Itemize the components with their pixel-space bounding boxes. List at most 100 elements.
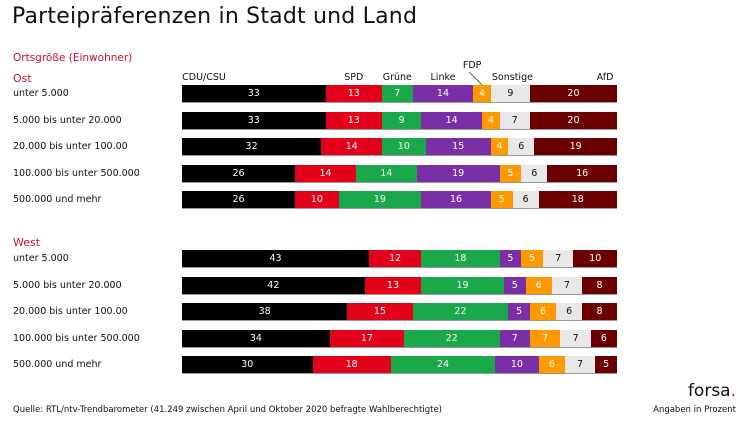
bar-segment-cdu-csu: 34 [182,329,330,347]
bar-segment-cdu-csu: 38 [182,303,348,320]
legend-label-fdp: FDP [462,60,482,71]
bar-segment-linke: 15 [425,138,491,155]
bar-segment-fdp: 5 [499,164,522,182]
stacked-bar: 26 14 14 19 5 6 16 [182,164,617,182]
bar-segment-spd: 15 [347,303,413,320]
legend-label-grüne: Grüne [382,72,412,83]
bar-segment-cdu-csu: 26 [182,164,296,182]
bar-segment-afd: 19 [534,138,617,155]
legend-label-cdu-csu: CDU/CSU [182,72,226,83]
bar-segment-sonstige: 7 [499,111,530,129]
bar-segment-linke: 16 [421,191,491,208]
stacked-bar: 38 15 22 5 6 6 8 [182,303,617,320]
forsa-logo: forsa. [688,381,736,401]
category-label: 500.000 und mehr [13,194,102,205]
bar-segment-grüne: 22 [412,303,509,320]
stacked-bar: 34 17 22 7 7 7 6 [182,329,617,347]
stacked-bar: 30 18 24 10 6 7 5 [182,356,617,373]
bar-segment-sonstige: 6 [508,138,535,155]
category-label: 5.000 bis unter 20.000 [13,279,122,291]
bar-segment-cdu-csu: 33 [182,85,326,102]
stacked-bar: 43 12 18 5 5 7 10 [182,250,617,267]
category-label: 100.000 bis unter 500.000 [13,332,140,344]
bar-segment-grüne: 19 [338,191,422,208]
legend-label-sonstige: Sonstige [491,72,533,83]
bar-segment-grüne: 19 [421,276,504,294]
legend-label-afd: AfD [596,72,614,83]
bar-segment-grüne: 18 [421,250,500,267]
bar-segment-linke: 19 [416,164,500,182]
bar-segment-linke: 10 [495,356,539,373]
bar-segment-sonstige: 6 [556,303,583,320]
bar-segment-cdu-csu: 33 [182,111,326,129]
bar-segment-grüne: 10 [382,138,426,155]
bar-segment-sonstige: 7 [560,329,591,347]
bar-segment-afd: 8 [582,303,617,320]
bar-segment-spd: 12 [369,250,422,267]
group-label-west: West [13,236,41,249]
bar-segment-linke: 14 [421,111,483,129]
category-label: 20.000 bis unter 100.00 [13,141,128,152]
stacked-bar: 26 10 19 16 5 6 18 [182,191,617,208]
category-label: unter 5.000 [13,253,69,264]
bar-segment-afd: 5 [595,356,617,373]
category-label: 20.000 bis unter 100.00 [13,306,128,317]
bar-segment-grüne: 9 [382,111,422,129]
y-axis-heading: Ortsgröße (Einwohner) [13,52,133,64]
bar-segment-afd: 16 [547,164,617,182]
bar-segment-spd: 10 [295,191,339,208]
source-note: Quelle: RTL/ntv-Trendbarometer (41.249 z… [13,405,442,415]
bar-segment-fdp: 6 [529,303,557,320]
bar-segment-fdp: 5 [490,191,513,208]
logo-dot: . [730,381,736,401]
bar-segment-afd: 10 [573,250,617,267]
group-label-ost: Ost [13,72,32,85]
bar-segment-afd: 20 [529,85,617,102]
category-label: 500.000 und mehr [13,359,102,370]
chart-title: Parteipräferenzen in Stadt und Land [12,4,418,29]
bar-segment-fdp: 5 [521,250,544,267]
bar-segment-fdp: 4 [473,85,491,102]
bar-segment-cdu-csu: 32 [182,138,322,155]
category-label: unter 5.000 [13,88,69,99]
bar-segment-spd: 14 [295,164,356,182]
category-label: 5.000 bis unter 20.000 [13,114,122,126]
legend-label-linke: Linke [430,72,456,83]
bar-segment-grüne: 7 [382,85,413,102]
category-label: 100.000 bis unter 500.000 [13,167,140,179]
bar-segment-fdp: 4 [490,138,509,155]
bar-segment-fdp: 6 [525,276,552,294]
bar-segment-grüne: 24 [390,356,496,373]
stacked-bar: 33 13 7 14 4 9 20 [182,85,617,102]
bar-segment-afd: 18 [538,191,617,208]
bar-segment-spd: 14 [321,138,383,155]
bar-segment-linke: 7 [499,329,530,347]
bar-segment-sonstige: 7 [543,250,574,267]
stacked-bar: 32 14 10 15 4 6 19 [182,138,617,155]
bar-segment-fdp: 7 [529,329,561,347]
bar-segment-sonstige: 6 [512,191,539,208]
bar-segment-afd: 8 [582,276,617,294]
bar-segment-linke: 5 [503,276,526,294]
bar-segment-spd: 13 [325,111,383,129]
bar-segment-cdu-csu: 43 [182,250,370,267]
bar-segment-sonstige: 6 [521,164,548,182]
bar-segment-spd: 13 [325,85,383,102]
bar-segment-linke: 5 [508,303,530,320]
bar-segment-fdp: 6 [538,356,565,373]
bar-segment-afd: 20 [529,111,617,129]
stacked-bar: 33 13 9 14 4 7 20 [182,111,617,129]
unit-note: Angaben in Prozent [653,405,736,415]
bar-segment-afd: 6 [590,329,617,347]
bar-segment-grüne: 22 [403,329,500,347]
bar-segment-sonstige: 7 [564,356,596,373]
logo-text: forsa [687,381,731,401]
bar-segment-linke: 5 [499,250,522,267]
bar-segment-cdu-csu: 30 [182,356,313,373]
bar-segment-cdu-csu: 26 [182,191,296,208]
legend-label-spd: SPD [344,72,364,83]
bar-segment-spd: 13 [364,276,422,294]
bar-segment-cdu-csu: 42 [182,276,365,294]
bar-segment-sonstige: 7 [551,276,583,294]
bar-segment-grüne: 14 [355,164,417,182]
